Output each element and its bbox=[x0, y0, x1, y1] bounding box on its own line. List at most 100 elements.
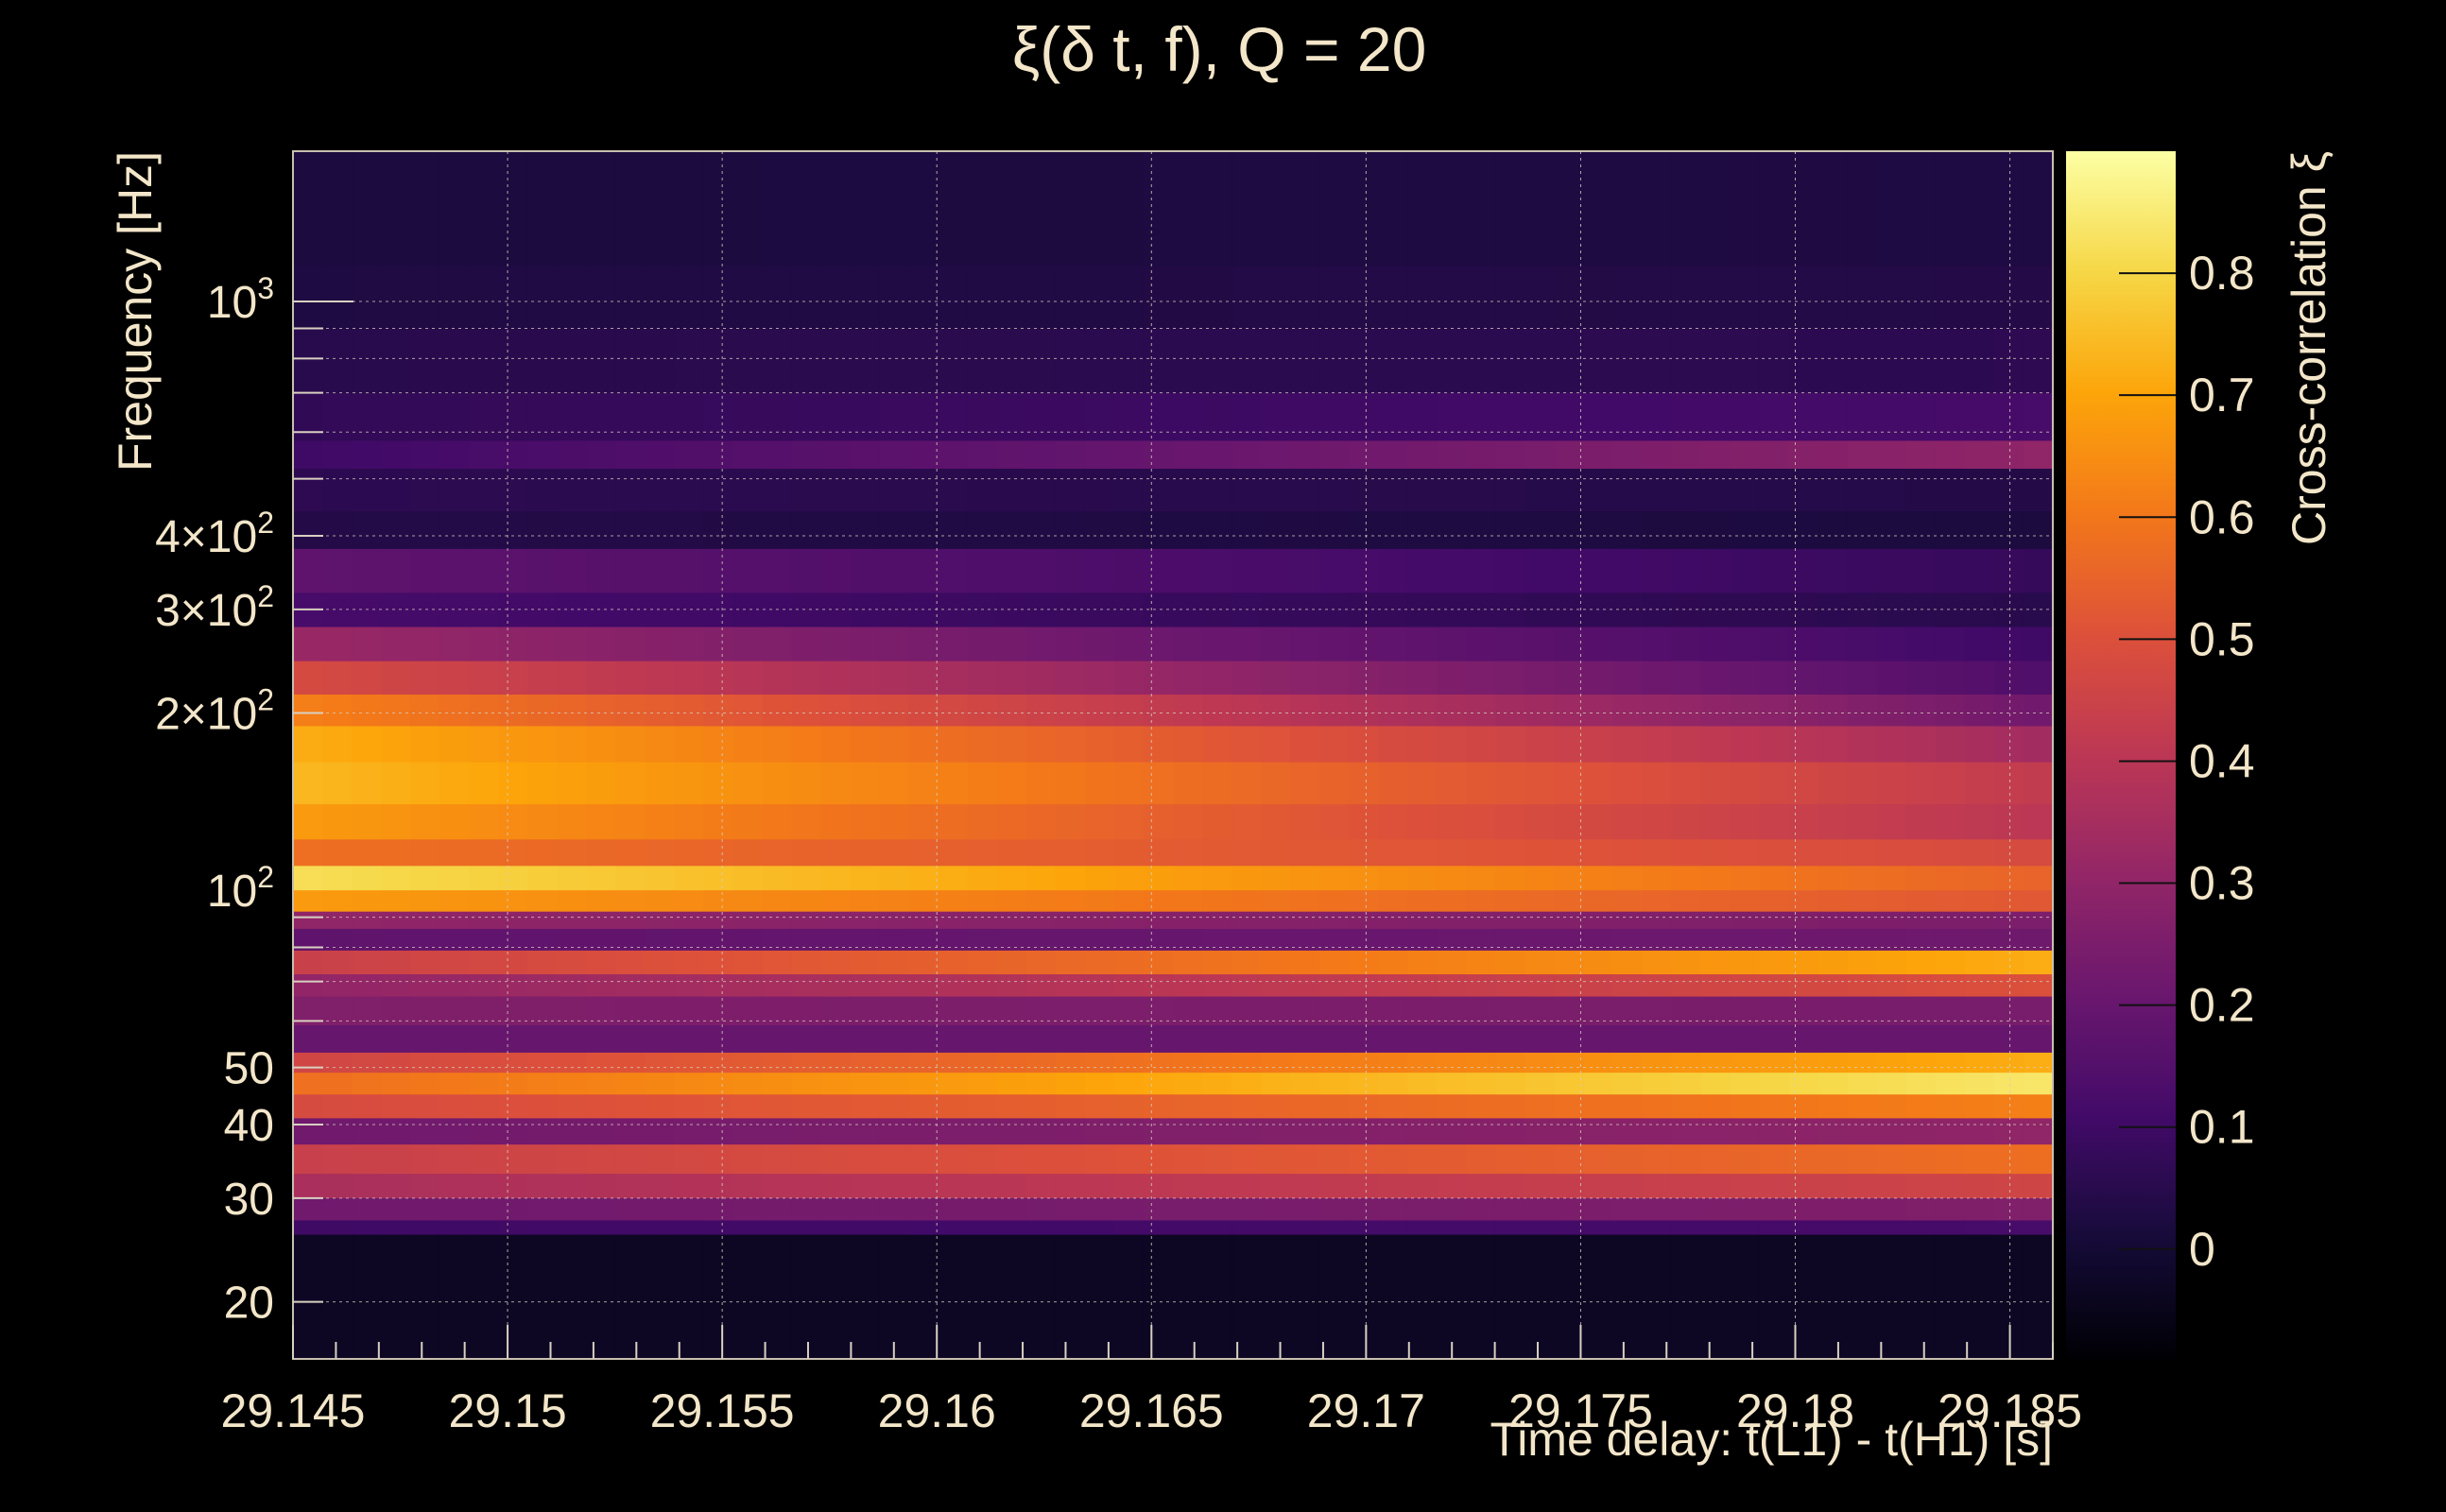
heatmap-cell bbox=[1173, 511, 1203, 550]
heatmap-cell bbox=[1993, 1174, 2024, 1199]
heatmap-cell bbox=[1202, 548, 1232, 593]
heatmap-cell bbox=[879, 1118, 910, 1145]
heatmap-cell bbox=[908, 266, 939, 330]
heatmap-cell bbox=[674, 266, 705, 330]
heatmap-cell bbox=[1025, 762, 1057, 805]
heatmap-cell bbox=[2023, 1094, 2054, 1119]
heatmap-cell bbox=[1349, 1073, 1379, 1095]
heatmap-cell bbox=[1407, 1118, 1438, 1145]
heatmap-cell bbox=[1025, 661, 1057, 696]
heatmap-cell bbox=[1084, 974, 1115, 998]
heatmap-cell bbox=[498, 1144, 528, 1175]
heatmap-cell bbox=[586, 1144, 616, 1175]
heatmap-cell bbox=[1759, 866, 1790, 891]
heatmap-cell bbox=[469, 511, 499, 550]
heatmap-cell bbox=[1290, 1024, 1320, 1054]
heatmap-cell bbox=[1290, 469, 1320, 512]
heatmap-cell bbox=[1349, 469, 1379, 512]
heatmap-cell bbox=[1905, 890, 1937, 913]
heatmap-cell bbox=[527, 1144, 558, 1175]
heatmap-cell bbox=[1905, 511, 1937, 550]
heatmap-cell bbox=[1173, 1174, 1203, 1199]
heatmap-cell bbox=[1232, 1220, 1262, 1236]
heatmap-cell bbox=[996, 548, 1027, 593]
heatmap-cell bbox=[908, 694, 939, 728]
heatmap-cell bbox=[645, 762, 676, 805]
heatmap-cell bbox=[1642, 627, 1673, 662]
heatmap-cell bbox=[352, 469, 382, 512]
heatmap-cell bbox=[439, 469, 470, 512]
heatmap-cell bbox=[410, 440, 440, 470]
heatmap-cell bbox=[1466, 1220, 1496, 1236]
heatmap-cell bbox=[1113, 1220, 1145, 1236]
y-tick-label: 40 bbox=[224, 1101, 274, 1151]
heatmap-cell bbox=[1612, 1220, 1644, 1236]
heatmap-cell bbox=[967, 996, 998, 1026]
heatmap-cell bbox=[1524, 392, 1556, 442]
heatmap-cell bbox=[1113, 726, 1145, 764]
heatmap-cell bbox=[410, 866, 440, 891]
heatmap-cell bbox=[938, 1220, 969, 1236]
heatmap-cell bbox=[1055, 996, 1086, 1026]
heatmap-cell bbox=[1495, 627, 1525, 662]
heatmap-cell bbox=[1730, 151, 1761, 266]
heatmap-cell bbox=[1993, 440, 2024, 470]
heatmap-cell bbox=[1261, 1118, 1291, 1145]
heatmap-cell bbox=[1993, 151, 2024, 266]
heatmap-cell bbox=[967, 694, 998, 728]
heatmap-cell bbox=[469, 1094, 499, 1119]
heatmap-cell bbox=[1788, 804, 1819, 840]
colorbar-gradient bbox=[2066, 151, 2176, 1359]
heatmap-cell bbox=[1964, 866, 1995, 891]
heatmap-cell bbox=[527, 548, 558, 593]
heatmap-cell bbox=[352, 1118, 382, 1145]
heatmap-cell bbox=[1730, 1174, 1761, 1199]
heatmap-cell bbox=[1671, 1118, 1702, 1145]
heatmap-cell bbox=[1378, 151, 1408, 266]
heatmap-cell bbox=[1905, 469, 1937, 512]
heatmap-cell bbox=[1876, 593, 1907, 628]
heatmap-cell bbox=[732, 1024, 764, 1054]
heatmap-cell bbox=[1671, 890, 1702, 913]
heatmap-cell bbox=[1700, 1094, 1731, 1119]
heatmap-cell bbox=[1964, 911, 1995, 930]
heatmap-cell bbox=[938, 440, 969, 470]
heatmap-cell bbox=[850, 1094, 881, 1119]
heatmap-cell bbox=[791, 1174, 822, 1199]
heatmap-cell bbox=[410, 839, 440, 867]
heatmap-cell bbox=[381, 996, 411, 1026]
heatmap-cell bbox=[352, 974, 382, 998]
heatmap-cell bbox=[322, 593, 353, 628]
heatmap-cell bbox=[762, 1073, 793, 1095]
heatmap-cell bbox=[381, 694, 411, 728]
heatmap-cell bbox=[527, 511, 558, 550]
heatmap-cell bbox=[791, 1073, 822, 1095]
heatmap-cell bbox=[1759, 1234, 1790, 1360]
heatmap-cell bbox=[1261, 996, 1291, 1026]
heatmap-cell bbox=[879, 726, 910, 764]
heatmap-cell bbox=[1642, 1073, 1673, 1095]
heatmap-cell bbox=[1055, 548, 1086, 593]
heatmap-cell bbox=[1759, 1094, 1790, 1119]
heatmap-cell bbox=[908, 726, 939, 764]
heatmap-cell bbox=[1817, 890, 1849, 913]
heatmap-cell bbox=[322, 661, 353, 696]
heatmap-cell bbox=[439, 1234, 470, 1360]
heatmap-cell bbox=[820, 1024, 852, 1054]
heatmap-cell bbox=[1319, 1197, 1350, 1222]
heatmap-cell bbox=[762, 661, 793, 696]
heatmap-cell bbox=[1261, 911, 1291, 930]
heatmap-cell bbox=[703, 762, 734, 805]
heatmap-cell bbox=[498, 511, 528, 550]
heatmap-cell bbox=[2023, 762, 2054, 805]
heatmap-cell bbox=[1202, 1024, 1232, 1054]
heatmap-cell bbox=[498, 950, 528, 975]
heatmap-cell bbox=[557, 950, 587, 975]
y-tick-label: 3×102 bbox=[155, 579, 274, 636]
heatmap-cell bbox=[850, 151, 881, 266]
heatmap-cell bbox=[1817, 1073, 1849, 1095]
heatmap-cell bbox=[1025, 593, 1057, 628]
heatmap-cell bbox=[1583, 866, 1614, 891]
heatmap-cell bbox=[2023, 726, 2054, 764]
heatmap-cell bbox=[557, 1197, 587, 1222]
